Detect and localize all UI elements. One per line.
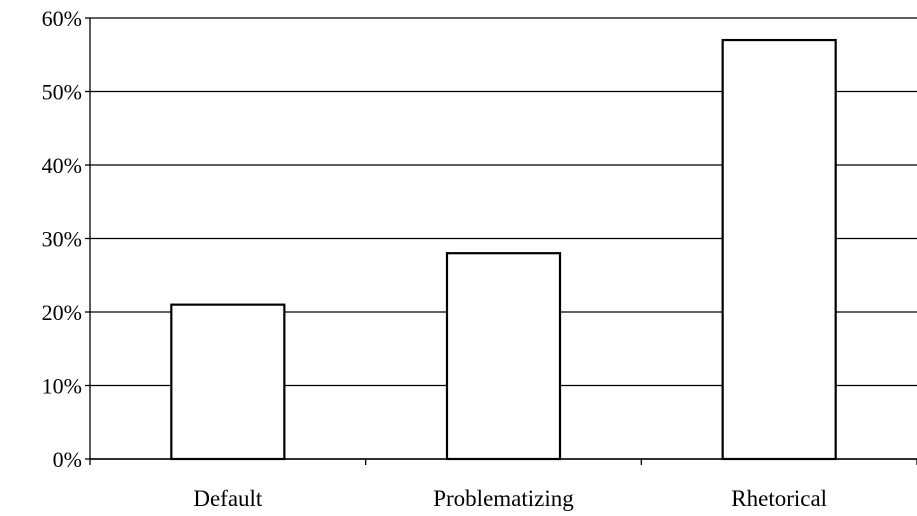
y-tick-label: 60% xyxy=(42,6,82,31)
y-tick-label: 20% xyxy=(42,300,82,325)
bar-problematizing xyxy=(445,252,562,461)
bar-default xyxy=(170,303,286,461)
y-tick-label: 40% xyxy=(42,153,82,178)
x-axis-labels: Default Problematizing Rhetorical xyxy=(193,486,827,511)
y-tick-label: 10% xyxy=(42,374,82,399)
y-tick-label: 0% xyxy=(53,447,82,472)
x-category-label: Problematizing xyxy=(433,486,574,511)
bar-rhetorical xyxy=(721,38,837,461)
x-category-label: Default xyxy=(193,486,263,511)
y-tick-label: 30% xyxy=(42,227,82,252)
y-axis-ticks: 0% 10% 20% 30% 40% 50% 60% xyxy=(42,6,90,472)
x-category-label: Rhetorical xyxy=(731,486,827,511)
y-tick-label: 50% xyxy=(42,80,82,105)
x-axis xyxy=(89,18,917,465)
bars xyxy=(170,38,837,461)
